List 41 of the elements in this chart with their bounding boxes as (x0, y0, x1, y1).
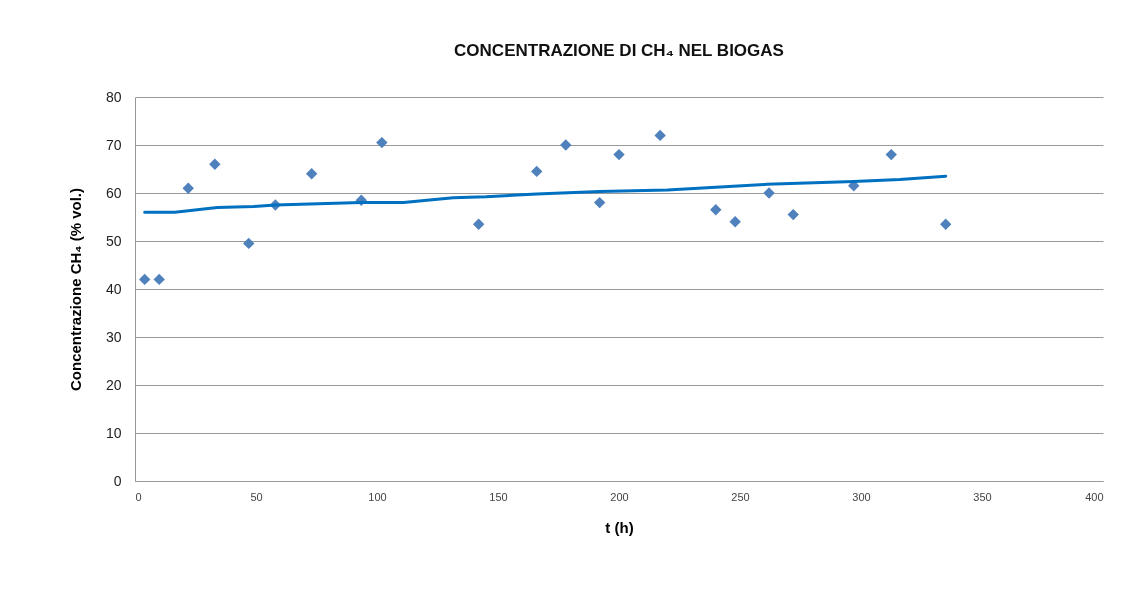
chart-title: CONCENTRAZIONE DI CH₄ NEL BIOGAS (454, 41, 784, 60)
point (376, 136, 388, 149)
y-tick-label: 80 (105, 88, 122, 105)
point (182, 182, 194, 194)
line-series (143, 174, 948, 214)
x-tick-label: 200 (610, 490, 629, 503)
x-tick-label: 150 (489, 490, 508, 503)
y-tick-label: 60 (105, 184, 122, 201)
point (710, 204, 722, 216)
x-axis-title: t (h) (605, 518, 634, 536)
point (613, 148, 625, 161)
y-tick-label: 30 (105, 328, 122, 345)
y-axis-title: Concentrazione CH₄ (% vol.) (66, 188, 84, 391)
point (560, 139, 572, 151)
y-tick-label: 0 (113, 472, 122, 489)
point (729, 216, 741, 228)
y-tick-label: 50 (105, 232, 122, 249)
point (243, 237, 255, 250)
point (472, 218, 485, 230)
x-tick-label: 300 (852, 490, 871, 503)
y-tick-label: 40 (105, 280, 122, 297)
point (153, 273, 165, 286)
point (787, 208, 799, 221)
y-tick-label: 20 (105, 376, 122, 393)
x-tick-label: 50 (250, 490, 263, 503)
y-tick-label: 10 (105, 424, 122, 441)
point (763, 187, 775, 199)
x-tick-label: 0 (135, 490, 142, 503)
point (209, 158, 221, 170)
x-tick-label: 350 (973, 490, 992, 503)
x-tick-label: 400 (1085, 490, 1104, 503)
point (940, 218, 952, 230)
point (593, 196, 606, 209)
point (531, 165, 543, 178)
point (138, 273, 151, 286)
point (654, 129, 666, 142)
y-tick-label: 70 (105, 136, 122, 153)
x-tick-label: 250 (731, 490, 750, 503)
x-tick-label: 100 (368, 490, 387, 503)
point (885, 148, 897, 161)
point (305, 168, 318, 180)
